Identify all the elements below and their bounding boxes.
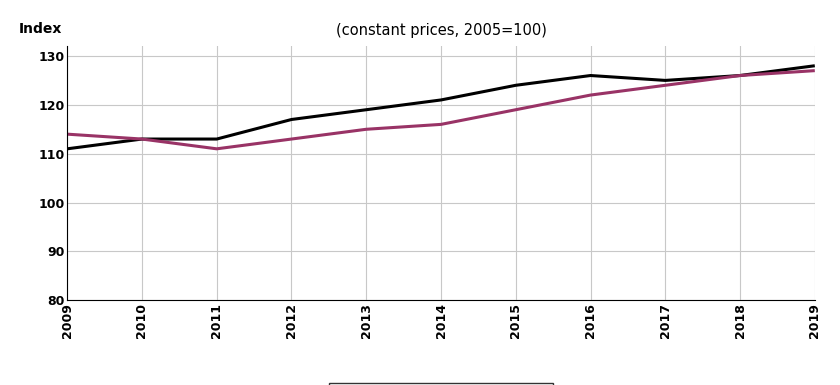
- Scotland: [137, 137, 147, 141]
- Scotland: [511, 107, 521, 112]
- Line: Scotland: Scotland: [67, 70, 815, 149]
- Scotland: [212, 147, 222, 151]
- Great Britain: [436, 98, 446, 102]
- Scotland: [286, 137, 297, 141]
- Great Britain: [137, 137, 147, 141]
- Scotland: [436, 122, 446, 127]
- Great Britain: [286, 117, 297, 122]
- Great Britain: [660, 78, 670, 83]
- Legend: Great Britain, Scotland: Great Britain, Scotland: [328, 383, 554, 385]
- Great Britain: [810, 64, 820, 68]
- Line: Great Britain: Great Britain: [67, 66, 815, 149]
- Scotland: [660, 83, 670, 88]
- Title: (constant prices, 2005=100): (constant prices, 2005=100): [335, 23, 547, 38]
- Text: Index: Index: [18, 22, 62, 36]
- Scotland: [361, 127, 371, 132]
- Great Britain: [511, 83, 521, 88]
- Great Britain: [361, 107, 371, 112]
- Great Britain: [735, 73, 745, 78]
- Scotland: [735, 73, 745, 78]
- Scotland: [62, 132, 72, 136]
- Great Britain: [62, 147, 72, 151]
- Great Britain: [585, 73, 596, 78]
- Great Britain: [212, 137, 222, 141]
- Scotland: [585, 93, 596, 97]
- Scotland: [810, 68, 820, 73]
